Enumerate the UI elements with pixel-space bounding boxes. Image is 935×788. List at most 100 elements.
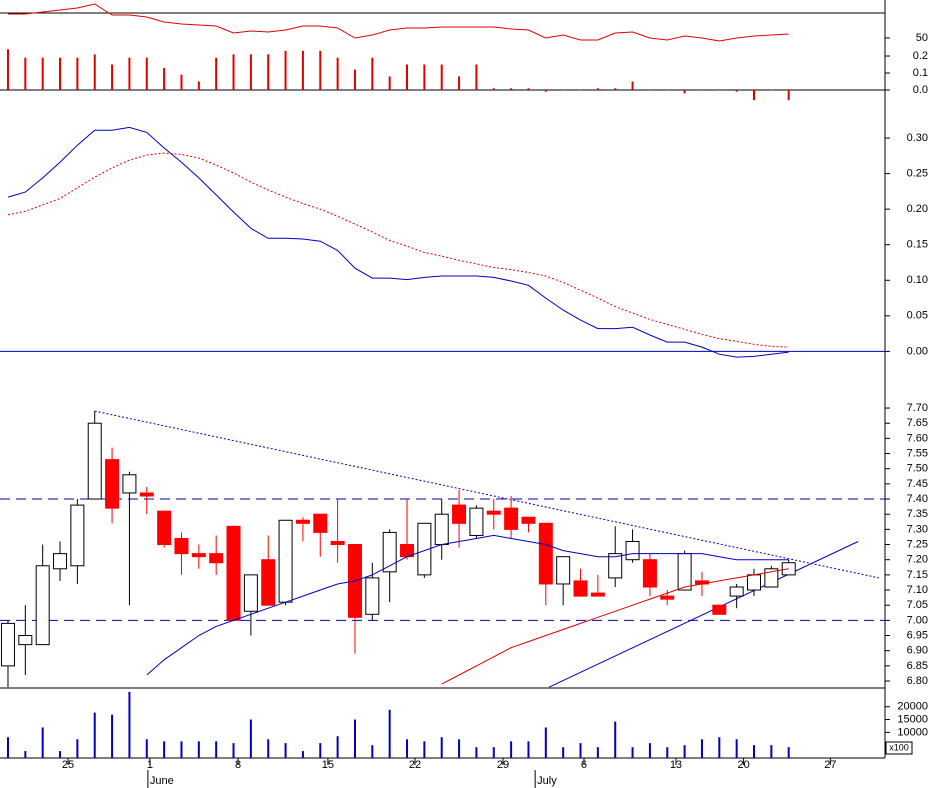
y-tick-label: 10000 xyxy=(897,726,928,738)
candle-body xyxy=(191,553,206,558)
x-tick-label: 13 xyxy=(670,759,682,771)
bar xyxy=(735,739,738,758)
candle-body xyxy=(365,577,380,615)
bar xyxy=(197,81,200,90)
candle-body xyxy=(209,553,224,564)
bar xyxy=(163,741,166,758)
bar xyxy=(145,739,148,758)
bar xyxy=(6,49,9,90)
y-tick-label: 0.15 xyxy=(907,239,928,251)
bar xyxy=(371,57,374,90)
candle-body xyxy=(70,504,85,567)
candle-body xyxy=(53,553,68,570)
bar xyxy=(93,54,96,90)
candle-body xyxy=(87,422,102,500)
bar xyxy=(59,751,62,758)
candle-body xyxy=(105,459,120,509)
x-tick-label: 27 xyxy=(824,759,836,771)
candle-body xyxy=(573,580,588,597)
bar xyxy=(232,54,235,90)
bar xyxy=(753,745,756,758)
bar xyxy=(648,89,651,91)
bar xyxy=(631,747,634,758)
bar xyxy=(128,57,131,90)
bar xyxy=(145,57,148,90)
bar xyxy=(128,691,131,758)
y-tick-label: 0.20 xyxy=(907,203,928,215)
candle-body xyxy=(122,474,137,494)
candle-body xyxy=(729,586,744,597)
bar xyxy=(527,88,530,90)
bar xyxy=(301,50,304,90)
y-tick-label: 7.05 xyxy=(907,599,928,611)
bar xyxy=(510,88,513,90)
bar xyxy=(406,739,409,758)
candle-body xyxy=(174,537,189,555)
bar xyxy=(215,741,218,758)
candle-body xyxy=(313,513,328,533)
bar xyxy=(249,54,252,90)
candle-body xyxy=(660,595,675,600)
y-tick-label: 50 xyxy=(916,32,928,44)
candle-body xyxy=(452,504,467,524)
candle-body xyxy=(712,604,727,615)
bar xyxy=(319,50,322,90)
bar xyxy=(406,64,409,90)
bar xyxy=(249,719,252,758)
y-tick-label: 0.10 xyxy=(907,274,928,286)
y-tick-label: 0.00 xyxy=(907,345,928,357)
candle-body xyxy=(157,510,172,546)
candle-body xyxy=(504,507,519,530)
candle-body xyxy=(486,510,501,515)
bar xyxy=(787,747,790,758)
y-tick-label: 0.2 xyxy=(913,50,928,62)
bar xyxy=(596,747,599,758)
y-tick-label: 0.25 xyxy=(907,168,928,180)
y-tick-label: 7.60 xyxy=(907,432,928,444)
candle-body xyxy=(35,565,50,646)
bar xyxy=(579,743,582,758)
bar xyxy=(492,88,495,90)
bar xyxy=(41,57,44,90)
bar xyxy=(718,89,721,91)
bar xyxy=(353,69,356,90)
candle-body xyxy=(677,553,692,591)
bar xyxy=(24,751,27,758)
bar xyxy=(666,89,669,91)
bar xyxy=(76,57,79,90)
bar xyxy=(666,747,669,758)
bar xyxy=(180,741,183,758)
bar xyxy=(319,743,322,758)
indicator-line xyxy=(146,534,789,676)
unit-box xyxy=(885,741,913,755)
candle-body xyxy=(538,522,553,585)
bar xyxy=(353,719,356,758)
bar xyxy=(614,721,617,758)
bar xyxy=(24,57,27,90)
y-tick-label: 7.25 xyxy=(907,538,928,550)
bar xyxy=(648,743,651,758)
candle-body xyxy=(556,556,571,585)
y-tick-label: 0.1 xyxy=(913,67,928,79)
bar xyxy=(683,89,686,94)
y-tick-label: 7.65 xyxy=(907,417,928,429)
bar xyxy=(93,712,96,758)
bar xyxy=(475,747,478,758)
bar xyxy=(267,739,270,758)
y-tick-label: 7.30 xyxy=(907,523,928,535)
x-tick-label: 1 xyxy=(147,759,153,771)
candle-body xyxy=(642,559,657,588)
bar xyxy=(562,89,565,91)
candle-body xyxy=(261,559,276,606)
bar xyxy=(284,50,287,90)
bar xyxy=(197,741,200,758)
bar xyxy=(475,64,478,90)
bar xyxy=(215,57,218,90)
y-tick-label: 7.50 xyxy=(907,463,928,475)
bar xyxy=(267,54,270,90)
bar xyxy=(423,741,426,758)
bar xyxy=(388,709,391,758)
bar xyxy=(59,57,62,90)
candle-body xyxy=(625,541,640,561)
